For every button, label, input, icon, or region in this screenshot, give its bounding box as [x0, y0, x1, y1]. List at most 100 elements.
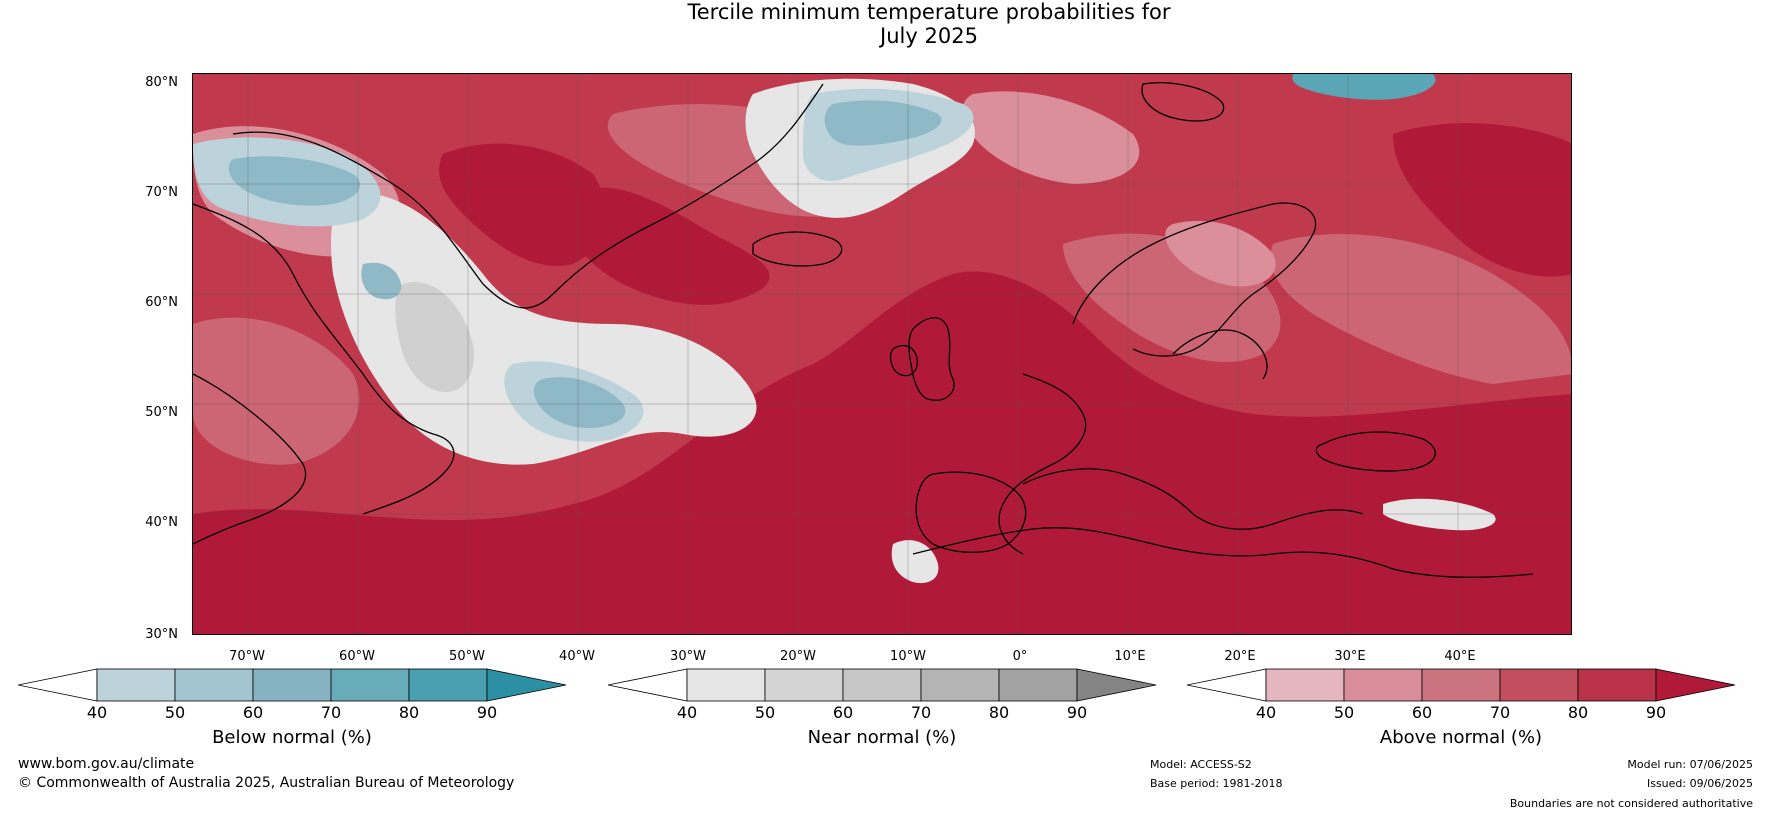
lat-label-80n: 80°N	[145, 75, 178, 90]
probability-map	[192, 73, 1572, 635]
footer-issued: Issued: 09/06/2025	[1646, 777, 1753, 790]
labrador-coast	[193, 203, 455, 515]
colorbar-segment	[1577, 668, 1657, 702]
lon-label-20e: 20°E	[1224, 649, 1256, 664]
british-isles-coast	[908, 317, 955, 401]
colorbar-label-above: Above normal (%)	[1379, 727, 1543, 748]
colorbar-arrow-low	[18, 668, 98, 702]
cbar-below-tick-80: 80	[398, 703, 420, 722]
cbar-below-tick-70: 70	[320, 703, 342, 722]
canada-east-coast	[193, 373, 307, 545]
lon-label-60w: 60°W	[339, 649, 375, 664]
cbar-near-tick-50: 50	[754, 703, 776, 722]
cbar-near-tick-70: 70	[910, 703, 932, 722]
lon-label-0: 0°	[1012, 649, 1028, 664]
colorbar-label-below: Below normal (%)	[212, 727, 372, 748]
region-strong-above-greenland-coast	[439, 143, 607, 266]
lon-label-30e: 30°E	[1334, 649, 1366, 664]
lat-label-30n: 30°N	[145, 627, 178, 642]
region-below-hudson	[361, 262, 402, 300]
lon-label-40w: 40°W	[559, 649, 595, 664]
footer-copyright: © Commonwealth of Australia 2025, Austra…	[18, 775, 515, 791]
cbar-above-tick-60: 60	[1411, 703, 1433, 722]
black-sea-coast	[1315, 431, 1436, 472]
map-canvas	[193, 74, 1571, 634]
colorbar-segment	[1265, 668, 1345, 702]
colorbar-segment	[764, 668, 844, 702]
title-line-2: July 2025	[880, 24, 978, 48]
title-line-1: Tercile minimum temperature probabilitie…	[687, 0, 1171, 24]
cbar-near-tick-40: 40	[676, 703, 698, 722]
footer-website: www.bom.gov.au/climate	[18, 756, 195, 772]
region-near-caspian	[1383, 498, 1496, 531]
colorbar-arrow-high	[1655, 668, 1736, 702]
colorbar-near-normal	[608, 668, 1157, 702]
footer-model: Model: ACCESS-S2	[1150, 758, 1252, 771]
baltic-coast	[1172, 329, 1268, 380]
map-title: Tercile minimum temperature probabilitie…	[0, 0, 1770, 48]
lon-label-40e: 40°E	[1444, 649, 1476, 664]
colorbar-below-normal	[18, 668, 567, 702]
colorbar-segment	[1421, 668, 1501, 702]
cbar-below-tick-90: 90	[476, 703, 498, 722]
region-light-above-finland	[1165, 220, 1276, 287]
lon-label-50w: 50°W	[449, 649, 485, 664]
north-africa-coast	[912, 527, 1534, 578]
colorbar-segment	[408, 668, 488, 702]
lon-label-30w: 30°W	[670, 649, 706, 664]
colorbar-segment	[686, 668, 766, 702]
colorbar-arrow-high	[1076, 668, 1157, 702]
lon-label-20w: 20°W	[780, 649, 816, 664]
iberia-coast	[915, 471, 1027, 553]
region-near-labrador-sea	[331, 192, 757, 465]
region-medium-above-westcanada	[193, 317, 360, 465]
colorbar-segment	[1499, 668, 1579, 702]
lon-label-10e: 10°E	[1114, 649, 1146, 664]
graticule	[193, 74, 1571, 634]
europe-atlantic-coast	[998, 373, 1087, 555]
iceland-coast	[752, 231, 843, 267]
footer-model-run: Model run: 07/06/2025	[1627, 758, 1753, 771]
lat-label-60n: 60°N	[145, 295, 178, 310]
colorbar-segment	[330, 668, 410, 702]
region-near-medium-gulf	[395, 282, 474, 393]
cbar-below-tick-60: 60	[242, 703, 264, 722]
colorbar-arrow-high	[486, 668, 567, 702]
svalbard-coast	[1141, 82, 1225, 122]
colorbar-arrow-low	[608, 668, 688, 702]
region-strong-above-atlantic	[193, 271, 1571, 634]
cbar-near-tick-80: 80	[988, 703, 1010, 722]
cbar-above-tick-90: 90	[1645, 703, 1667, 722]
cbar-near-tick-60: 60	[832, 703, 854, 722]
colorbar-segment	[920, 668, 1000, 702]
lon-label-10w: 10°W	[890, 649, 926, 664]
lon-label-70w: 70°W	[229, 649, 265, 664]
cbar-below-tick-50: 50	[164, 703, 186, 722]
cbar-below-tick-40: 40	[86, 703, 108, 722]
region-below-arctic	[1292, 74, 1436, 100]
colorbar-label-near: Near normal (%)	[807, 727, 957, 748]
scandinavia-coast	[1072, 202, 1317, 357]
colorbar-arrow-low	[1187, 668, 1267, 702]
colorbar-segment	[96, 668, 176, 702]
region-strong-above-east	[1393, 123, 1571, 277]
lat-label-50n: 50°N	[145, 405, 178, 420]
cbar-above-tick-70: 70	[1489, 703, 1511, 722]
cbar-near-tick-90: 90	[1066, 703, 1088, 722]
region-below-medium-labrador	[228, 156, 361, 206]
region-strong-above-north	[566, 187, 770, 305]
colorbar-above-normal	[1187, 668, 1736, 702]
lat-label-40n: 40°N	[145, 515, 178, 530]
region-light-above-norwegian	[962, 91, 1140, 184]
colorbar-segment	[842, 668, 922, 702]
region-medium-above-russia	[1270, 234, 1571, 384]
cbar-above-tick-80: 80	[1567, 703, 1589, 722]
region-below-medium-atlantic	[533, 377, 626, 429]
colorbar-segment	[1343, 668, 1423, 702]
footer-base-period: Base period: 1981-2018	[1150, 777, 1283, 790]
colorbar-segment	[252, 668, 332, 702]
lat-label-70n: 70°N	[145, 185, 178, 200]
colorbar-segment	[174, 668, 254, 702]
coastlines	[193, 82, 1534, 578]
colorbar-segment	[998, 668, 1078, 702]
